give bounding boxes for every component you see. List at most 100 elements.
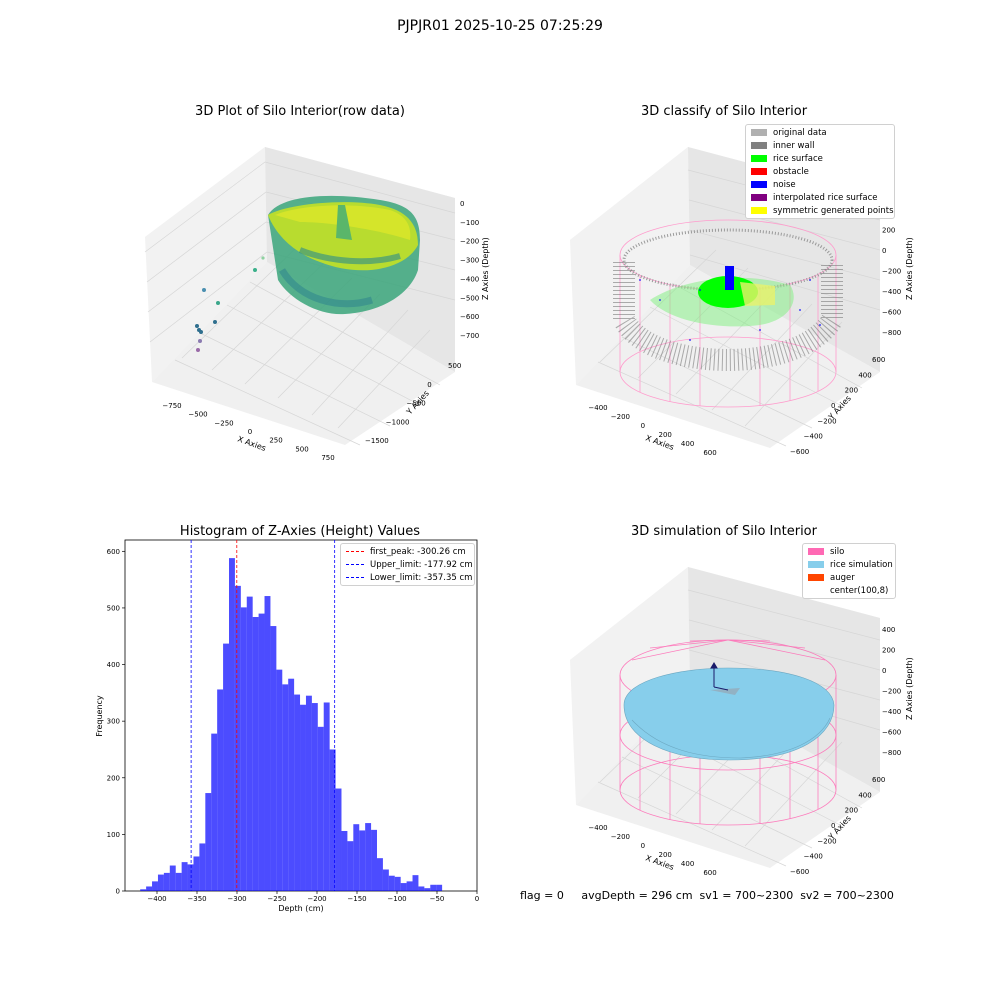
panel1-z-tick: −400 xyxy=(460,275,479,283)
panel4-x-tick: −200 xyxy=(611,833,630,841)
panel2-y-tick: 400 xyxy=(858,371,871,379)
panel2-legend-label: noise xyxy=(773,179,796,190)
histogram-bar xyxy=(412,875,419,891)
histogram-bar xyxy=(294,694,301,891)
panel4-legend-swatch xyxy=(808,574,824,581)
histogram-y-tick: 0 xyxy=(116,888,120,896)
histogram-bar xyxy=(276,669,283,891)
panel4-legend-label: silo xyxy=(830,546,845,557)
panel1-x-tick: −250 xyxy=(214,419,233,427)
histogram-y-tick: 600 xyxy=(107,548,120,556)
histogram-x-tick: 0 xyxy=(475,895,479,903)
histogram-bar xyxy=(229,558,235,891)
panel2-z-tick: 200 xyxy=(882,227,895,235)
panel4-legend-item: center(100,8) xyxy=(803,584,895,597)
panel2-title: 3D classify of Silo Interior xyxy=(640,104,808,119)
histogram-bar xyxy=(335,788,342,891)
panel1-z-tick: −600 xyxy=(460,313,479,321)
panel2-z-tick: −600 xyxy=(882,309,901,317)
histogram-bar xyxy=(246,596,253,891)
panel4-y-tick: −200 xyxy=(817,837,836,845)
panel2-x-tick: 600 xyxy=(703,449,716,457)
panel1-x-tick: −750 xyxy=(162,402,181,410)
panel2-legend-swatch xyxy=(751,194,767,201)
histogram-x-tick: −150 xyxy=(347,895,366,903)
histogram-bar xyxy=(377,858,383,891)
panel4-legend-swatch xyxy=(808,587,824,594)
histogram-bar xyxy=(323,702,330,891)
histogram-bar xyxy=(288,678,295,891)
histogram-y-tick: 200 xyxy=(107,774,120,782)
panel1-x-tick: 0 xyxy=(248,428,252,436)
panel2-y-tick: 200 xyxy=(845,387,858,395)
panel2-z-tick: −800 xyxy=(882,329,901,337)
panel2-inner-wall xyxy=(613,228,843,372)
histogram-legend-swatch xyxy=(346,551,364,552)
histogram-legend: first_peak: -300.26 cm Upper_limit: -177.… xyxy=(340,543,475,586)
histogram-title: Histogram of Z-Axies (Height) Values xyxy=(179,524,421,539)
panel4-legend-item: rice simulation xyxy=(803,558,895,571)
panel2-legend-swatch xyxy=(751,207,767,214)
panel4-title: 3D simulation of Silo Interior xyxy=(631,524,817,539)
histogram-bar xyxy=(365,823,372,891)
flag-text: flag = 0 xyxy=(520,889,564,902)
panel1-y-ticks: 500 0 −500 −1000 −1500 xyxy=(365,362,461,445)
panel4-legend: silo rice simulation auger center(100,8) xyxy=(802,543,896,599)
panel4-y-tick: 200 xyxy=(845,807,858,815)
histogram-bar xyxy=(252,616,259,891)
panel1-z-tick: −700 xyxy=(460,332,479,340)
panel2-z-tick: −400 xyxy=(882,288,901,296)
histogram-legend-item: Lower_limit: -357.35 cm xyxy=(341,571,474,584)
histogram-bar xyxy=(353,824,360,891)
figure-title: PJPJR01 2025-10-25 07:25:29 xyxy=(397,18,603,34)
panel2-z-tick: 0 xyxy=(882,247,886,255)
histogram-bar xyxy=(406,881,413,891)
panel2-x-tick: 200 xyxy=(659,431,672,439)
histogram-bar xyxy=(430,884,437,891)
histogram-xlabel: Depth (cm) xyxy=(278,904,323,913)
histogram-y-tick: 400 xyxy=(107,661,120,669)
panel2-y-tick: 0 xyxy=(831,402,835,410)
histogram-bar xyxy=(436,884,443,891)
histogram-legend-label: Lower_limit: -357.35 cm xyxy=(370,572,473,583)
panel1-y-tick: −500 xyxy=(407,400,426,408)
histogram-bar xyxy=(199,843,206,891)
histogram-bar xyxy=(217,689,224,891)
panel4-z-tick: −200 xyxy=(882,688,901,696)
histogram-bar xyxy=(424,888,431,891)
histogram-bar xyxy=(347,841,354,891)
histogram-legend-swatch xyxy=(346,577,364,578)
panel1-z-tick: 0 xyxy=(460,200,464,208)
panel1-z-ticks: 0 −100 −200 −300 −400 −500 −600 −700 xyxy=(460,200,479,340)
panel1-z-tick: −200 xyxy=(460,238,479,246)
histogram-legend-swatch xyxy=(346,564,364,565)
histogram-bar xyxy=(146,886,153,891)
stats-text: avgDepth = 296 cm sv1 = 700~2300 sv2 = 7… xyxy=(581,889,894,902)
panel4-y-tick: 600 xyxy=(872,776,885,784)
panel1-x-ticks: −750 −500 −250 0 250 500 750 xyxy=(162,402,334,462)
panel4-auger xyxy=(710,662,729,691)
histogram-y-tick: 500 xyxy=(107,604,120,612)
histogram: −400 −350 −300 −250 −200 −150 −100 −50 0 0 100 200… xyxy=(95,539,479,913)
panel2-legend-item: symmetric generated points xyxy=(746,204,894,217)
histogram-bar xyxy=(394,876,401,891)
panel4-z-tick: 0 xyxy=(882,667,886,675)
status-footer: flag = 0 avgDepth = 296 cm sv1 = 700~230… xyxy=(520,889,894,902)
panel2-y-tick: −200 xyxy=(817,417,836,425)
histogram-bar xyxy=(157,874,164,891)
panel2-legend-label: rice surface xyxy=(773,153,823,164)
histogram-bar xyxy=(329,749,336,891)
panel4-y-tick: −600 xyxy=(790,868,809,876)
panel2-x-tick: 0 xyxy=(641,422,645,430)
histogram-bar xyxy=(264,596,271,891)
panel4-legend-item: silo xyxy=(803,545,895,558)
panel1-z-tick: −500 xyxy=(460,294,479,302)
histogram-bar xyxy=(163,872,170,891)
histogram-ylabel: Frequency xyxy=(95,695,104,737)
histogram-bar xyxy=(181,862,188,891)
histogram-bar xyxy=(193,856,200,891)
histogram-bar xyxy=(282,684,289,891)
histogram-bar xyxy=(317,726,324,891)
